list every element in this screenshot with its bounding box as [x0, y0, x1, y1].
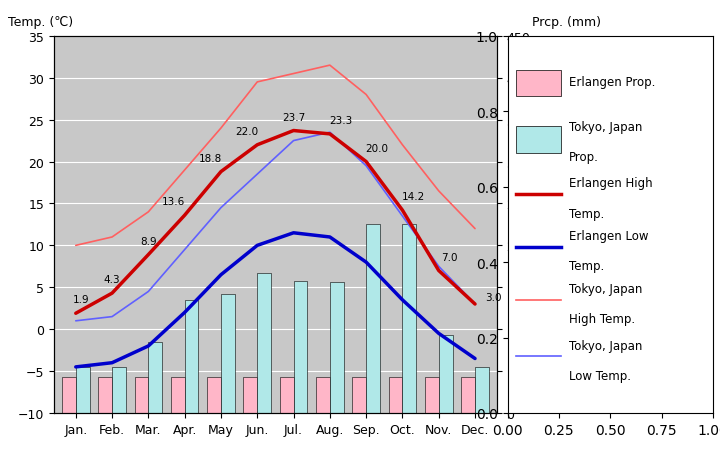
Bar: [171, 377, 184, 413]
Text: 23.7: 23.7: [282, 112, 305, 123]
Bar: [366, 225, 380, 413]
Text: Erlangen Low: Erlangen Low: [569, 230, 649, 243]
Text: Tokyo, Japan: Tokyo, Japan: [569, 121, 642, 134]
Bar: [280, 377, 294, 413]
Text: Tokyo, Japan: Tokyo, Japan: [569, 339, 642, 352]
Text: Temp.: Temp.: [569, 207, 604, 220]
Bar: [184, 300, 199, 413]
Text: 8.9: 8.9: [140, 236, 157, 246]
Text: 13.6: 13.6: [162, 197, 185, 207]
Text: Tokyo, Japan: Tokyo, Japan: [569, 282, 642, 296]
Bar: [462, 377, 475, 413]
Text: 1.9: 1.9: [73, 295, 89, 305]
Text: Temp.: Temp.: [569, 260, 604, 273]
Text: 3.0: 3.0: [485, 292, 501, 302]
Bar: [135, 377, 148, 413]
FancyBboxPatch shape: [516, 71, 561, 97]
Text: 20.0: 20.0: [366, 143, 389, 153]
Bar: [316, 377, 330, 413]
Text: Prcp. (mm): Prcp. (mm): [532, 16, 601, 29]
Bar: [207, 377, 221, 413]
Text: Temp. (℃): Temp. (℃): [7, 16, 73, 29]
Text: 23.3: 23.3: [329, 116, 352, 126]
Text: 22.0: 22.0: [235, 127, 258, 137]
Text: High Temp.: High Temp.: [569, 313, 635, 325]
Bar: [352, 377, 366, 413]
Bar: [76, 367, 89, 413]
Text: Prop.: Prop.: [569, 151, 599, 164]
Bar: [402, 225, 416, 413]
FancyBboxPatch shape: [516, 127, 561, 153]
Bar: [62, 377, 76, 413]
Bar: [294, 281, 307, 413]
Bar: [221, 294, 235, 413]
Text: Erlangen Prop.: Erlangen Prop.: [569, 75, 655, 89]
Bar: [425, 377, 438, 413]
Text: 14.2: 14.2: [402, 192, 425, 202]
Text: Erlangen High: Erlangen High: [569, 177, 653, 190]
Bar: [330, 283, 343, 413]
Bar: [257, 274, 271, 413]
Bar: [243, 377, 257, 413]
Bar: [475, 367, 489, 413]
Text: Low Temp.: Low Temp.: [569, 369, 631, 382]
Bar: [98, 377, 112, 413]
Bar: [148, 342, 162, 413]
Bar: [438, 336, 453, 413]
Text: 4.3: 4.3: [104, 274, 120, 285]
Text: 18.8: 18.8: [199, 153, 222, 163]
Bar: [112, 367, 126, 413]
Bar: [389, 377, 402, 413]
Text: 7.0: 7.0: [441, 252, 458, 262]
